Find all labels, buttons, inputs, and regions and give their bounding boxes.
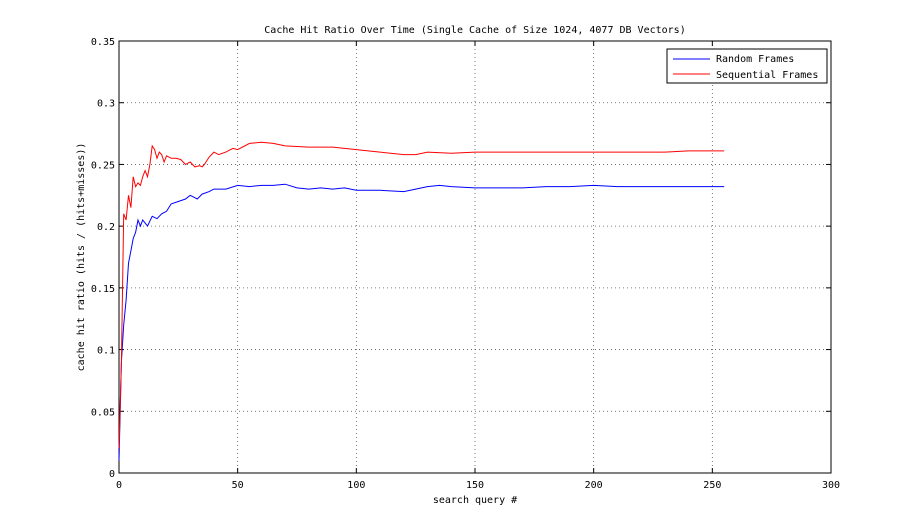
y-tick-label: 0 [109,469,115,480]
y-tick-label: 0.15 [91,284,115,295]
series-line-sequential-frames [118,141,725,449]
series-line-random-frames [118,183,725,461]
legend-box [666,48,828,84]
y-tick-label: 0.2 [97,222,115,233]
y-axis-label: cache hit ratio (hits / (hits+misses)) [76,143,87,372]
y-tick-label: 0.25 [91,160,115,171]
legend: Random Frames Sequential Frames [666,48,828,84]
x-tick-label: 50 [232,480,244,491]
x-tick-label: 200 [585,480,603,491]
x-axis-label: search query # [433,495,517,506]
grid [119,41,831,473]
series-lines [118,141,725,461]
y-tick-label: 0.05 [91,407,115,418]
legend-label-random-frames: Random Frames [716,54,794,65]
y-tick-label: 0.35 [91,37,115,48]
x-tick-label: 0 [116,480,122,491]
legend-label-sequential-frames: Sequential Frames [716,70,818,81]
chart-title: Cache Hit Ratio Over Time (Single Cache … [264,25,685,36]
x-tick-label: 300 [822,480,840,491]
axis-ticks: 0 50 100 150 200 250 300 0 0.05 0.1 0.15 0.2 0.25 0.3… [91,37,840,491]
x-tick-label: 150 [466,480,484,491]
x-tick-label: 100 [347,480,365,491]
x-tick-label: 250 [703,480,721,491]
y-tick-label: 0.3 [97,99,115,110]
y-tick-label: 0.1 [97,346,115,357]
